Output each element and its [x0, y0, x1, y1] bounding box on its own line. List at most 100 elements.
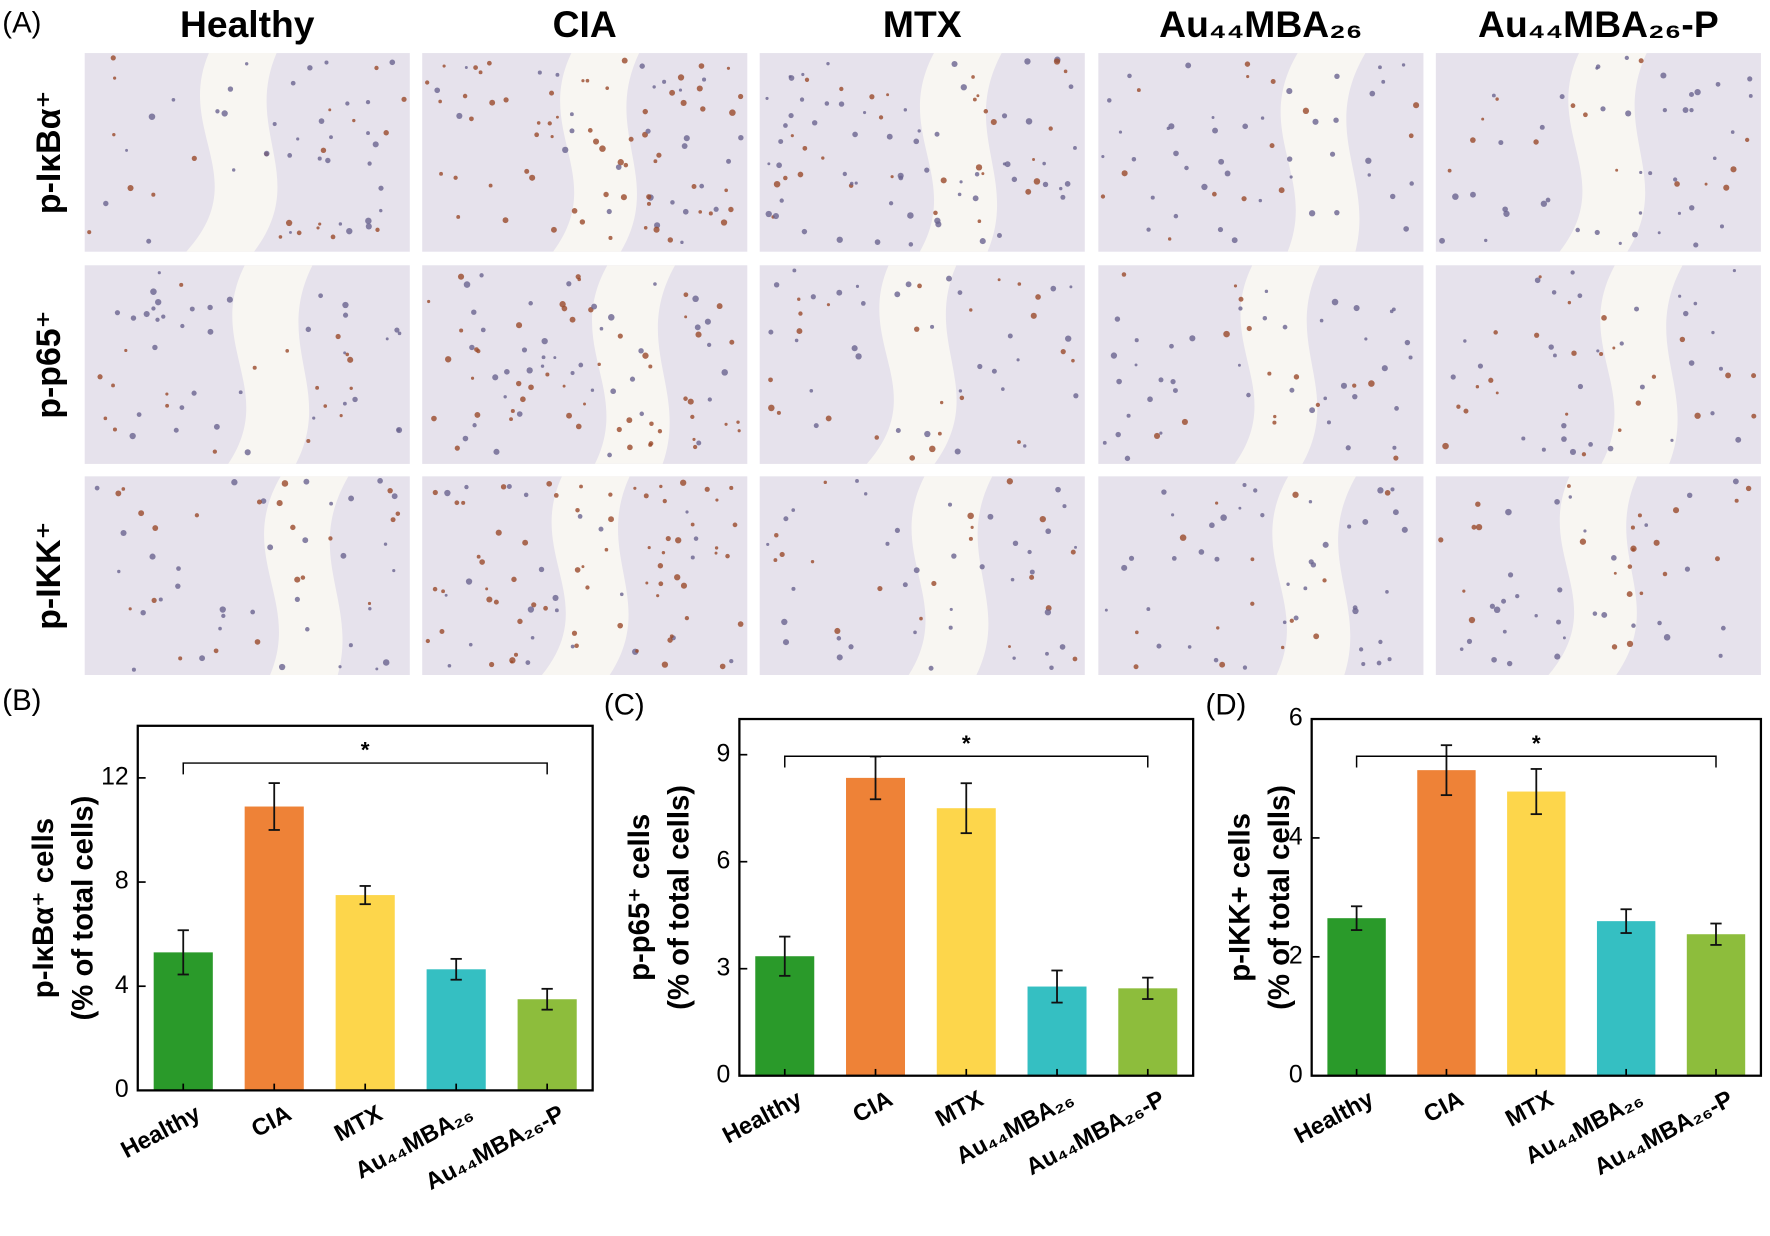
cell-nucleus	[957, 192, 962, 197]
cell-nucleus	[1533, 139, 1539, 145]
cell-nucleus	[155, 317, 160, 322]
cell-nucleus	[130, 315, 137, 321]
cell-nucleus	[656, 594, 660, 598]
cell-nucleus	[1124, 455, 1131, 462]
cell-nucleus	[522, 539, 529, 546]
tissue-gap	[553, 53, 640, 252]
cell-nucleus	[1062, 504, 1067, 509]
cell-nucleus	[378, 185, 384, 191]
tissue-gap	[1280, 53, 1366, 252]
y-tick-label: 8	[115, 868, 129, 895]
cell-nucleus	[1029, 574, 1035, 580]
cell-nucleus	[1121, 170, 1128, 177]
cell-nucleus	[581, 565, 585, 569]
cell-nucleus	[339, 414, 343, 418]
cell-nucleus	[1218, 158, 1225, 165]
cell-nucleus	[913, 567, 920, 574]
cell-nucleus	[890, 175, 894, 179]
x-tick-label: MTX	[931, 1086, 988, 1133]
tissue-gap	[1272, 476, 1356, 676]
cell-nucleus	[1376, 660, 1382, 666]
cell-nucleus	[1312, 118, 1319, 125]
cell-nucleus	[1323, 396, 1328, 401]
cell-nucleus	[1387, 657, 1392, 662]
cell-nucleus	[1734, 498, 1739, 503]
cell-nucleus	[427, 299, 431, 304]
cell-nucleus	[1556, 619, 1562, 625]
cell-nucleus	[1030, 312, 1037, 319]
cell-nucleus	[367, 601, 372, 606]
cell-nucleus	[1450, 374, 1456, 380]
cell-nucleus	[1334, 73, 1340, 80]
cell-nucleus	[1501, 598, 1507, 604]
cell-nucleus	[543, 605, 548, 611]
cell-nucleus	[702, 77, 707, 82]
cell-nucleus	[540, 364, 545, 368]
cell-nucleus	[553, 356, 557, 360]
y-tick-label: 0	[717, 1061, 731, 1088]
x-tick-label: MTX	[330, 1101, 387, 1148]
cell-nucleus	[366, 131, 370, 136]
cell-nucleus	[365, 223, 372, 230]
significance-bracket	[182, 762, 548, 775]
cell-nucleus	[783, 516, 789, 522]
cell-nucleus	[788, 112, 794, 119]
cell-nucleus	[773, 282, 780, 288]
cell-nucleus	[320, 147, 327, 154]
cell-nucleus	[272, 122, 277, 127]
cell-nucleus	[684, 615, 690, 621]
cell-nucleus	[1025, 188, 1032, 195]
cell-nucleus	[318, 118, 325, 124]
cell-nucleus	[1390, 193, 1396, 200]
cell-nucleus	[1639, 384, 1645, 390]
cell-nucleus	[643, 225, 648, 230]
cell-nucleus	[191, 390, 197, 396]
cell-nucleus	[579, 219, 586, 225]
cell-nucleus	[1553, 353, 1557, 358]
cell-nucleus	[1068, 84, 1074, 90]
cell-nucleus	[907, 212, 914, 219]
cell-nucleus	[1548, 344, 1554, 350]
cell-nucleus	[110, 55, 116, 61]
micrograph	[1098, 53, 1424, 252]
cell-nucleus	[578, 362, 584, 368]
cell-nucleus	[1353, 304, 1360, 312]
cell-nucleus	[1390, 487, 1395, 492]
cell-nucleus	[1607, 445, 1614, 452]
cell-nucleus	[1657, 231, 1661, 235]
cell-nucleus	[1394, 406, 1399, 411]
cell-nucleus	[1684, 566, 1691, 572]
cell-nucleus	[1069, 285, 1073, 289]
cell-nucleus	[566, 281, 572, 287]
cell-nucleus	[1224, 170, 1231, 177]
cell-nucleus	[395, 511, 401, 516]
cell-nucleus	[864, 492, 868, 496]
cell-nucleus	[670, 200, 675, 205]
cell-nucleus	[545, 372, 550, 377]
cell-nucleus	[1055, 486, 1061, 493]
cell-nucleus	[1401, 63, 1406, 67]
cell-nucleus	[590, 388, 595, 392]
cell-nucleus	[1401, 526, 1408, 533]
cell-nucleus	[1540, 200, 1548, 207]
cell-nucleus	[374, 65, 379, 71]
cell-nucleus	[454, 445, 460, 451]
cell-nucleus	[1577, 383, 1584, 390]
cell-nucleus	[294, 596, 300, 602]
cell-nucleus	[391, 493, 398, 500]
cell-nucleus	[958, 389, 963, 393]
cell-nucleus	[305, 326, 312, 333]
cell-nucleus	[930, 324, 935, 329]
cell-nucleus	[1637, 513, 1642, 518]
cell-nucleus	[581, 79, 585, 83]
cell-nucleus	[1158, 377, 1164, 383]
cell-nucleus	[799, 97, 805, 102]
cell-nucleus	[387, 487, 393, 494]
cell-nucleus	[329, 135, 333, 140]
cell-nucleus	[547, 121, 552, 126]
cell-nucleus	[129, 432, 136, 440]
cell-nucleus	[244, 62, 249, 66]
cell-nucleus	[1599, 351, 1604, 357]
cell-nucleus	[714, 551, 718, 555]
cell-nucleus	[469, 344, 475, 351]
